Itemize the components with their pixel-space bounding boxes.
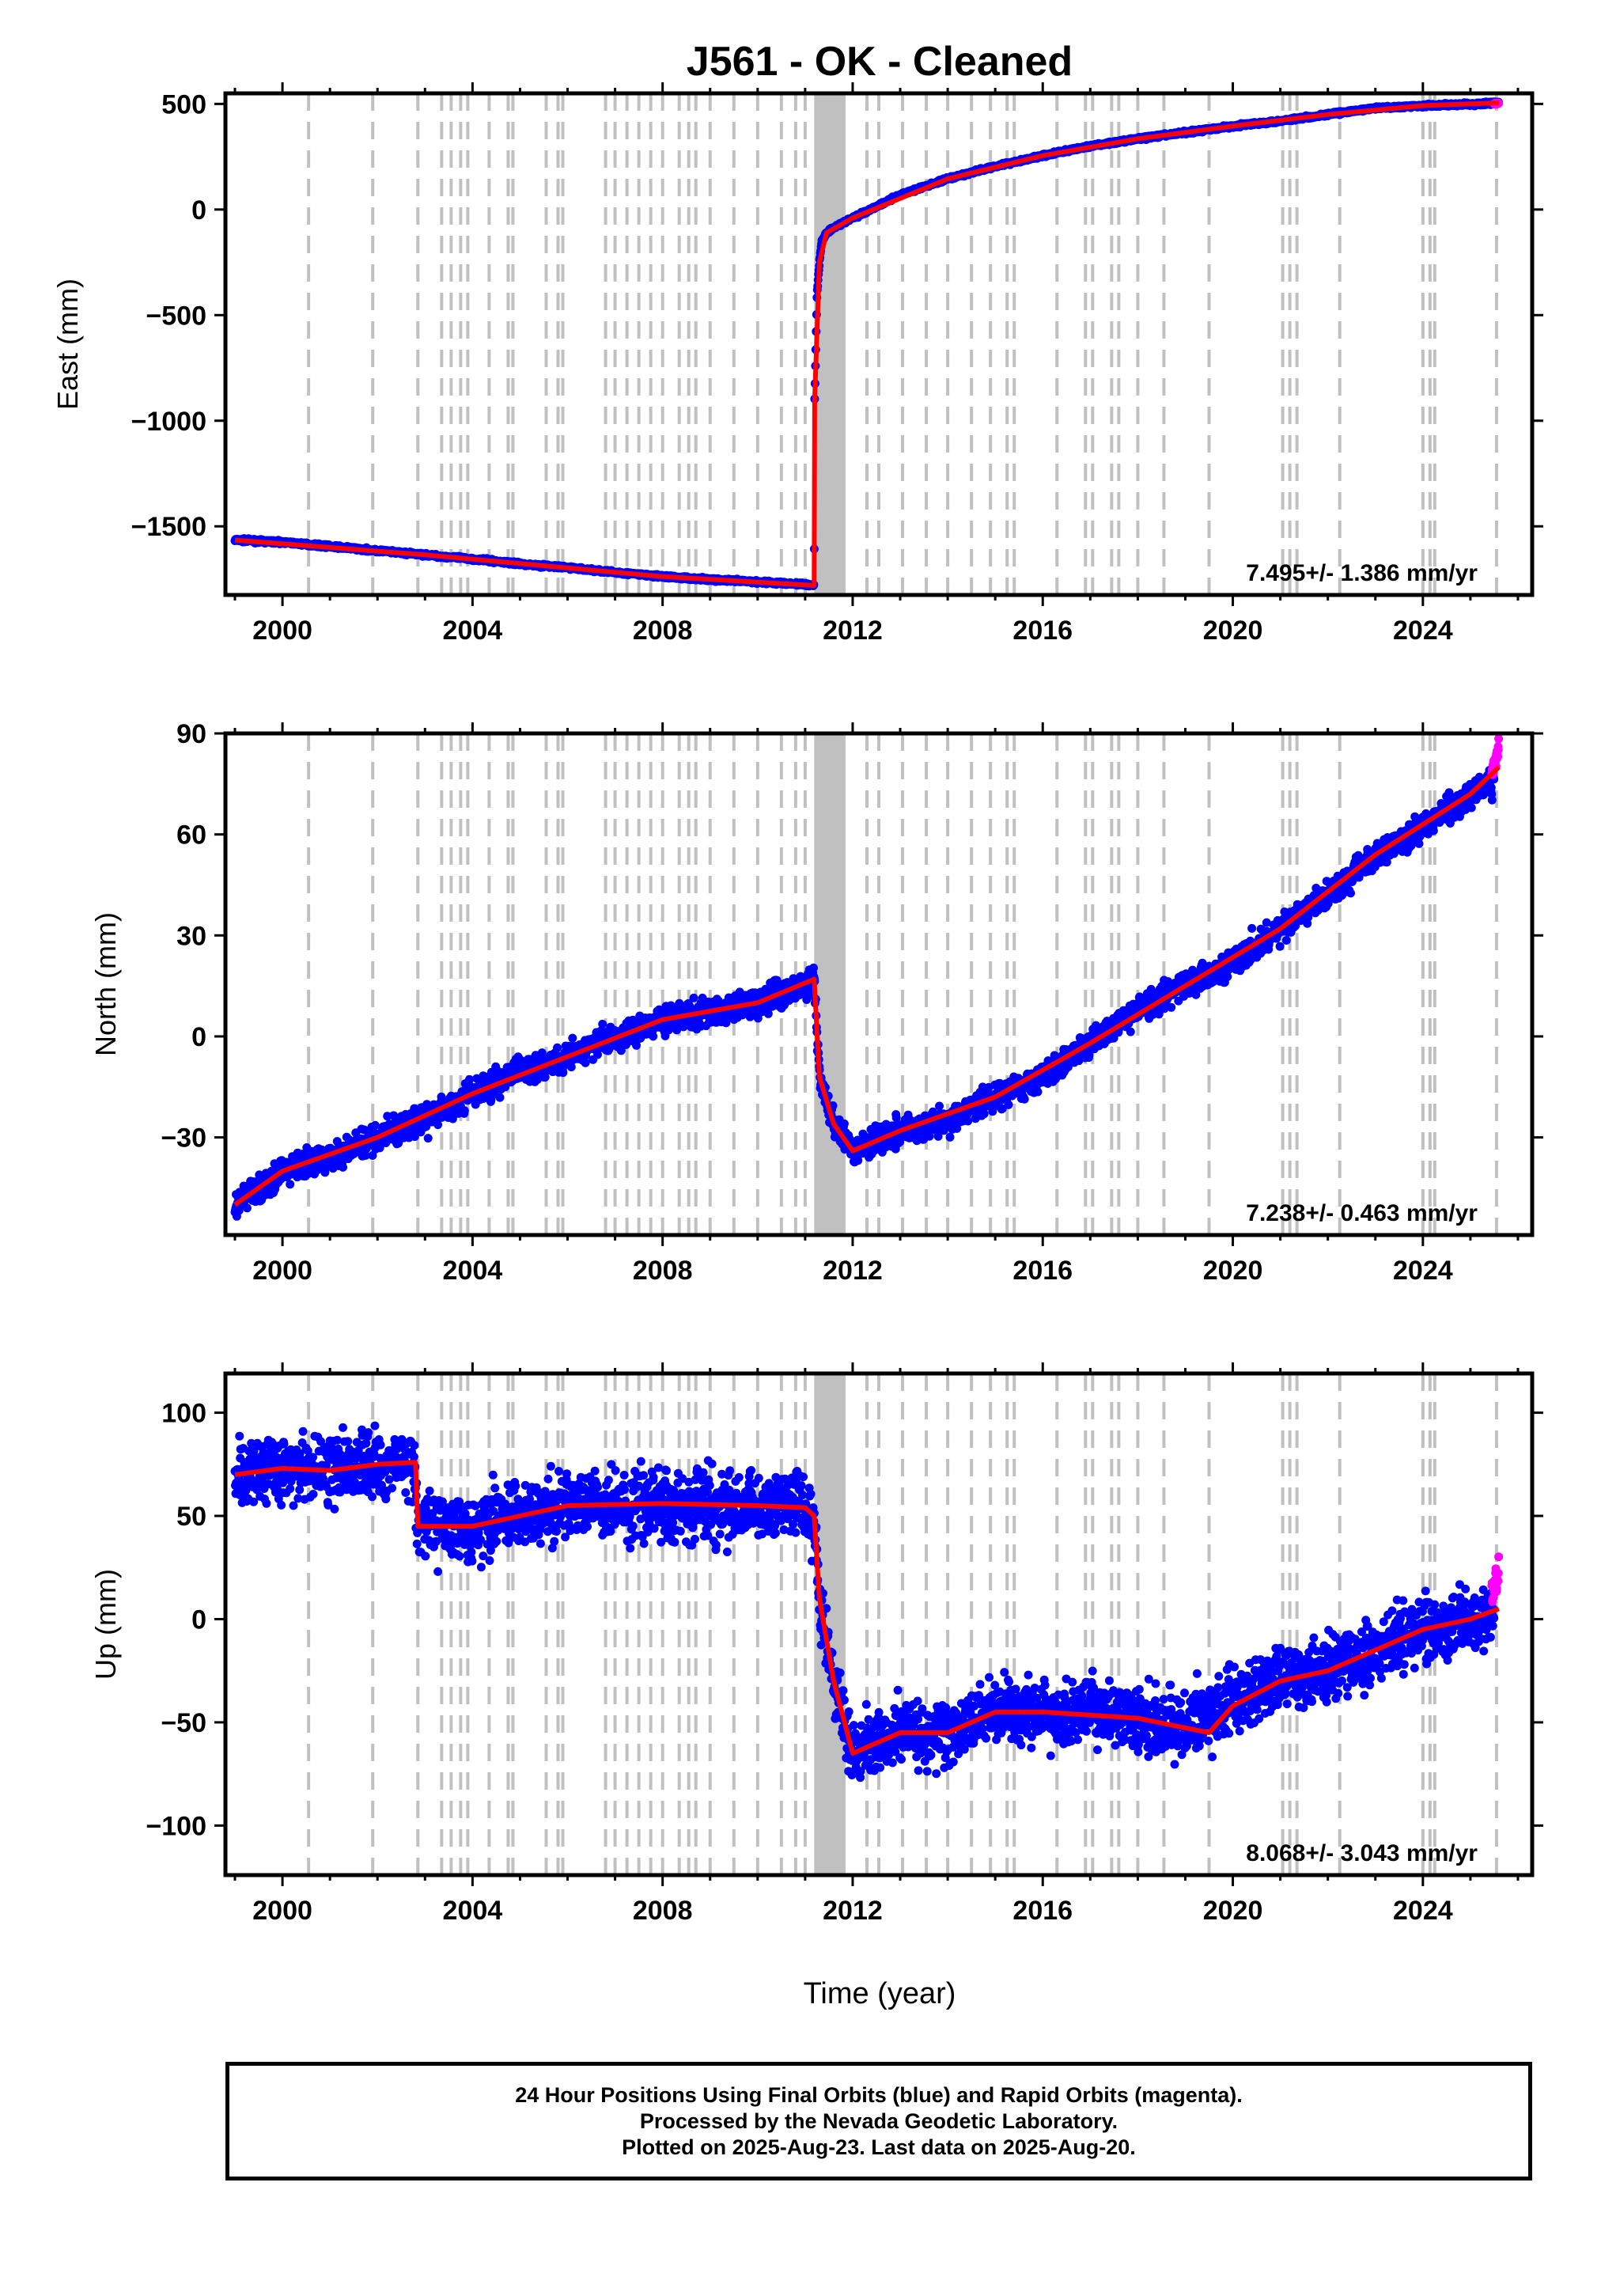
- north-final-series: [230, 766, 1499, 1221]
- north-final-point: [361, 1150, 370, 1160]
- figure-title: J561 - OK - Cleaned: [687, 39, 1073, 85]
- north-final-point: [286, 1180, 295, 1189]
- north-final-point: [689, 993, 698, 1002]
- east-panel-frame: [223, 91, 1535, 597]
- north-final-point: [540, 1072, 550, 1082]
- north-final-point: [423, 1134, 433, 1143]
- north-final-point: [558, 1068, 568, 1078]
- north-final-point: [598, 1019, 607, 1029]
- east-y-tick-label: −1000: [131, 407, 207, 437]
- north-final-point: [234, 1206, 244, 1215]
- north-final-point: [753, 1013, 763, 1023]
- east-y-tick-label: −500: [146, 301, 206, 331]
- north-final-point: [616, 1046, 626, 1055]
- east-x-tick-label: 2012: [823, 616, 883, 646]
- east-x-tick-label: 2004: [443, 616, 503, 646]
- north-final-point: [339, 1162, 347, 1172]
- east-final-series: [230, 97, 1503, 591]
- east-panel: 2000 2004 2008 2012 2016 2020 2024 500 0 −500 −100…: [51, 82, 1543, 646]
- east-x-tick-label: 2020: [1203, 616, 1263, 646]
- north-final-point: [460, 1106, 469, 1116]
- east-model-line: [234, 100, 1500, 588]
- north-final-point: [242, 1203, 252, 1213]
- east-x-tick-label: 2008: [633, 616, 693, 646]
- north-final-point: [581, 1058, 590, 1067]
- north-final-point: [495, 1093, 505, 1102]
- north-event-band: [814, 733, 846, 1235]
- east-y-tick-label: 0: [191, 195, 206, 225]
- east-y-tick-label: −1500: [131, 512, 207, 542]
- east-rate-label: 7.495+/- 1.386 mm/yr: [1246, 560, 1478, 586]
- east-x-tick-label: 2024: [1393, 616, 1453, 646]
- east-x-tick-label: 2016: [1012, 616, 1073, 646]
- north-final-point: [448, 1114, 457, 1123]
- east-ylabel: East (mm): [51, 278, 84, 410]
- east-y-tick-label: 500: [161, 89, 206, 119]
- north-final-point: [368, 1151, 377, 1160]
- north-final-point: [649, 1032, 658, 1041]
- north-final-point: [537, 1048, 547, 1058]
- north-final-point: [370, 1120, 380, 1130]
- north-final-point: [553, 1043, 562, 1052]
- north-final-point: [566, 1063, 576, 1072]
- east-x-tick-label: 2000: [252, 616, 312, 646]
- north-final-point: [632, 1040, 641, 1050]
- east-event-band: [814, 93, 846, 595]
- north-final-point: [465, 1074, 474, 1084]
- north-final-point: [320, 1168, 330, 1177]
- north-final-point: [568, 1033, 577, 1043]
